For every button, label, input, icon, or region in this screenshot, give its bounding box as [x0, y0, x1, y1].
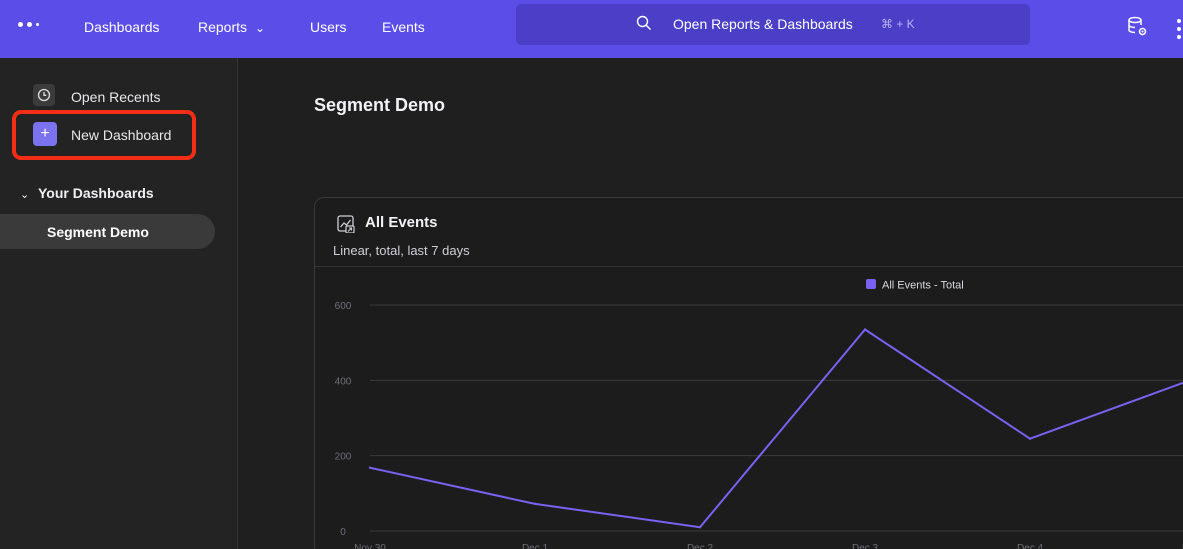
chart-card: [314, 197, 1183, 549]
new-dashboard-label: New Dashboard: [71, 127, 172, 143]
x-tick-label: Nov 30: [354, 543, 386, 549]
data-point: [368, 466, 372, 469]
menu-dots-icon[interactable]: [18, 22, 39, 27]
open-recents-button[interactable]: Open Recents: [71, 89, 161, 105]
data-point: [1028, 437, 1032, 440]
y-tick-label: 400: [335, 376, 352, 387]
plus-icon[interactable]: +: [33, 122, 57, 146]
top-navigation-bar: Dashboards Reports ⌄ Users Events Open Re…: [0, 0, 1183, 58]
search-icon: [636, 15, 652, 34]
data-point: [533, 502, 537, 506]
x-tick-label: Dec 4: [1017, 543, 1044, 549]
card-divider: [315, 266, 1183, 267]
line-chart-icon: [337, 215, 355, 238]
y-tick-label: 600: [335, 301, 352, 312]
x-tick-label: Dec 1: [522, 543, 549, 549]
y-tick-label: 0: [340, 527, 346, 538]
chart-subtitle: Linear, total, last 7 days: [333, 243, 470, 258]
search-bar[interactable]: Open Reports & Dashboards ⌘ + K: [516, 4, 1030, 45]
nav-reports[interactable]: Reports ⌄: [198, 19, 265, 35]
open-recents-label: Open Recents: [71, 89, 161, 105]
legend-label: All Events - Total: [882, 280, 964, 292]
legend-swatch: [866, 279, 876, 289]
new-dashboard-button[interactable]: New Dashboard: [71, 127, 171, 143]
search-placeholder: Open Reports & Dashboards: [673, 16, 853, 32]
chevron-down-icon: ⌄: [255, 21, 266, 35]
x-tick-label: Dec 5: [1182, 543, 1183, 549]
nav-dashboards[interactable]: Dashboards: [84, 19, 160, 35]
search-shortcut: ⌘ + K: [881, 17, 915, 31]
data-point: [698, 526, 702, 529]
x-tick-label: Dec 2: [687, 543, 714, 549]
sidebar-item-label: Segment Demo: [47, 224, 149, 240]
nav-events[interactable]: Events: [382, 19, 425, 35]
page-title: Segment Demo: [314, 95, 446, 115]
your-dashboards-label: Your Dashboards: [38, 185, 154, 201]
clock-icon: [33, 84, 55, 106]
more-vertical-icon[interactable]: [1175, 17, 1183, 39]
y-tick-label: 200: [335, 452, 352, 463]
x-tick-label: Dec 3: [852, 543, 879, 549]
nav-events-label: Events: [382, 19, 425, 35]
chevron-down-icon: ⌄: [20, 189, 30, 201]
data-point: [863, 328, 867, 331]
database-settings-icon[interactable]: [1127, 16, 1149, 43]
new-dashboard-highlight: [12, 110, 196, 160]
series-line: [369, 328, 1183, 529]
sidebar-item-segment-demo[interactable]: Segment Demo: [0, 214, 215, 249]
nav-users-label: Users: [310, 19, 347, 35]
nav-dashboards-label: Dashboards: [84, 19, 160, 35]
nav-reports-label: Reports: [198, 19, 248, 35]
chart-title[interactable]: All Events: [365, 214, 438, 231]
nav-users[interactable]: Users: [310, 19, 347, 35]
your-dashboards-toggle[interactable]: ⌄ Your Dashboards: [20, 185, 154, 201]
